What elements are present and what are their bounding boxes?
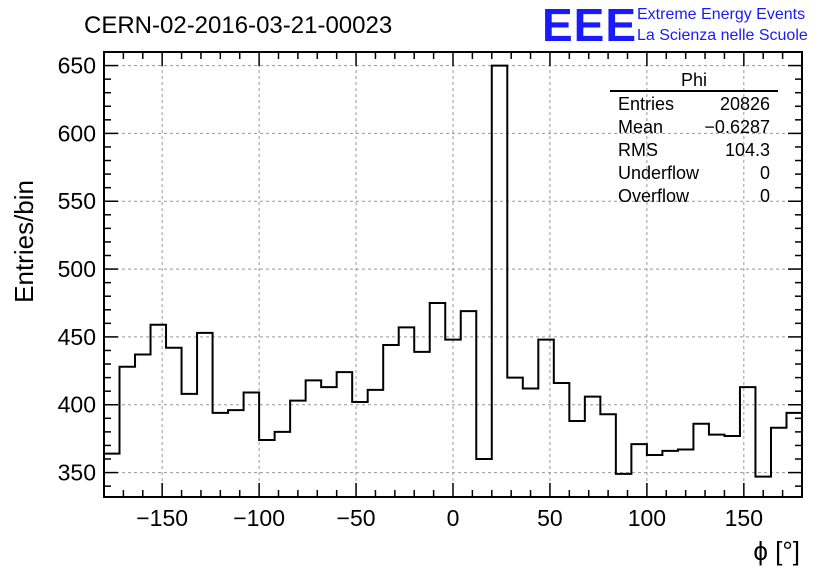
- histogram-line: [104, 64, 803, 478]
- x-tick-label: −150: [136, 505, 188, 531]
- run-title: CERN-02-2016-03-21-00023: [84, 12, 392, 39]
- stats-box: Phi Entries 20826 Mean −0.6287 RMS 104.3…: [610, 70, 778, 206]
- stats-label: Underflow: [618, 163, 700, 183]
- x-tick-label: 0: [447, 505, 460, 531]
- y-tick-label: 450: [58, 324, 96, 350]
- y-tick-labels: 350 400 450 500 550 600 650: [58, 53, 96, 486]
- stats-value: 0: [760, 163, 770, 183]
- x-tick-label: 150: [725, 505, 763, 531]
- stats-label: Entries: [618, 94, 674, 114]
- stats-label: Mean: [618, 117, 663, 137]
- x-tick-labels: −150 −100 −50 0 50 100 150: [136, 505, 763, 531]
- y-tick-label: 400: [58, 392, 96, 418]
- y-tick-label: 500: [58, 256, 96, 282]
- stats-value: 0: [760, 186, 770, 206]
- y-tick-label: 550: [58, 188, 96, 214]
- eee-logo-text: EEE: [542, 0, 637, 51]
- x-tick-label: −50: [337, 505, 376, 531]
- y-tick-label: 350: [58, 460, 96, 486]
- axis-ticks: [103, 51, 803, 497]
- eee-logo: EEE Extreme Energy Events La Scienza nel…: [542, 0, 808, 51]
- logo-line-2: La Scienza nelle Scuole: [637, 27, 808, 44]
- stats-label: RMS: [618, 140, 658, 160]
- stats-label: Overflow: [618, 186, 690, 206]
- y-axis-label: Entries/bin: [9, 180, 39, 303]
- x-tick-label: 50: [537, 505, 563, 531]
- stats-title: Phi: [681, 70, 707, 90]
- y-tick-label: 600: [58, 120, 96, 146]
- x-tick-label: 100: [628, 505, 666, 531]
- y-tick-label: 650: [58, 53, 96, 79]
- stats-value: −0.6287: [704, 117, 770, 137]
- logo-line-1: Extreme Energy Events: [637, 6, 805, 23]
- x-tick-label: −100: [233, 505, 285, 531]
- grid: [104, 52, 802, 497]
- stats-value: 20826: [720, 94, 770, 114]
- stats-value: 104.3: [725, 140, 770, 160]
- x-axis-label: ϕ [°]: [753, 536, 800, 566]
